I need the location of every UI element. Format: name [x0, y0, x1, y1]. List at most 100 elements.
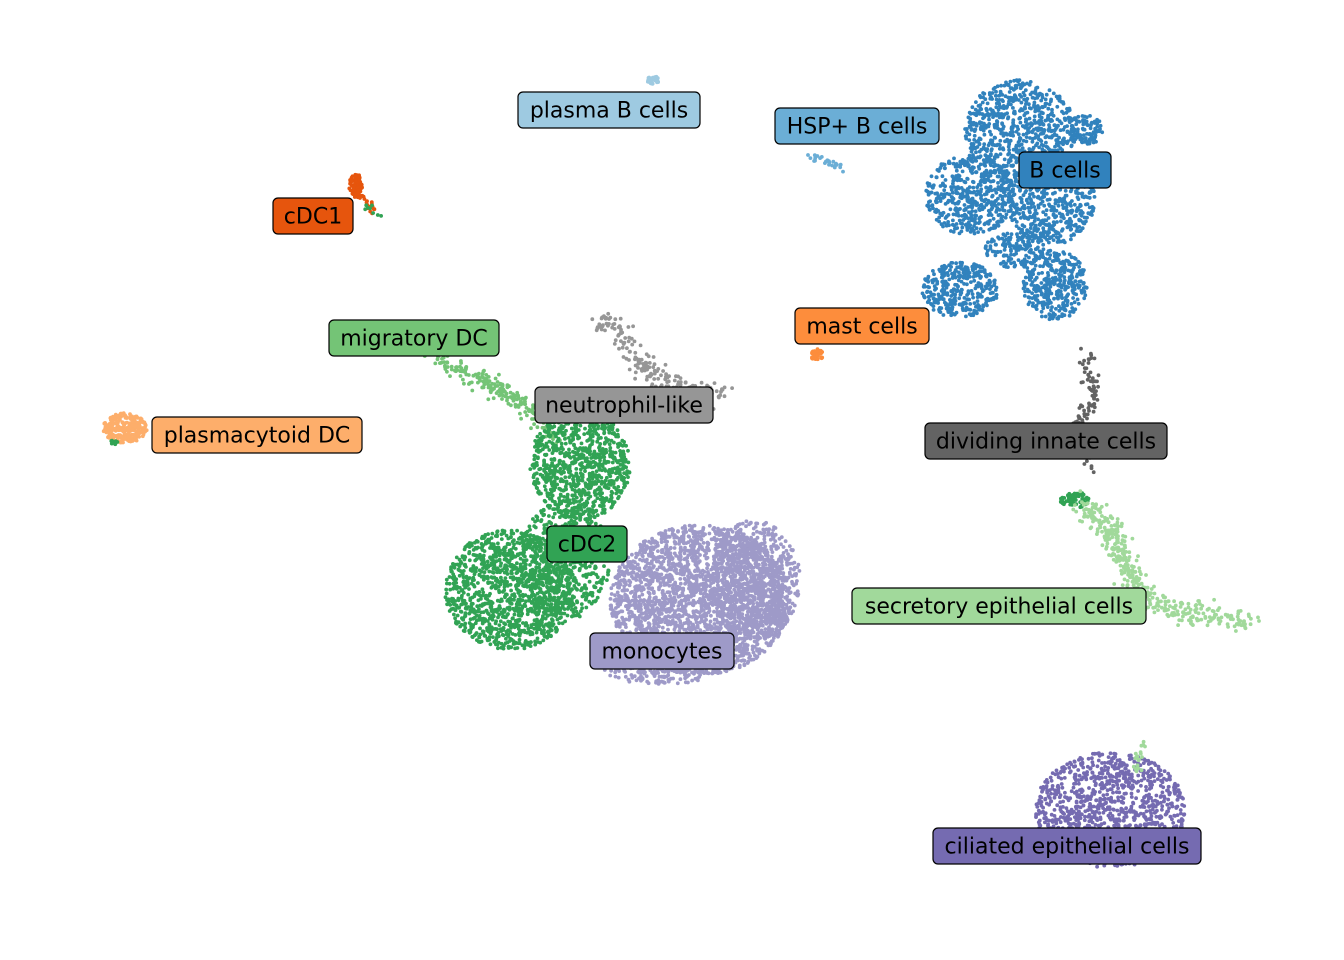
data-point [978, 227, 983, 231]
data-point [941, 297, 945, 301]
data-point [1072, 131, 1077, 136]
data-point [121, 421, 125, 425]
data-point [561, 433, 565, 438]
data-point [993, 170, 997, 175]
data-point [1080, 362, 1085, 367]
data-point [970, 292, 975, 296]
data-point [592, 514, 596, 519]
data-point [571, 500, 576, 505]
data-point [1093, 126, 1097, 131]
data-point [1056, 296, 1060, 301]
data-point [981, 304, 985, 309]
data-point [1077, 217, 1081, 222]
data-point [1021, 138, 1026, 143]
data-point [712, 381, 717, 385]
data-point [819, 356, 824, 361]
data-point [1087, 408, 1091, 413]
data-point [1018, 86, 1023, 91]
data-point [1032, 114, 1037, 119]
data-point [536, 450, 541, 454]
data-point [1090, 389, 1095, 393]
data-point [1016, 79, 1020, 84]
data-point [999, 131, 1003, 136]
data-point [454, 581, 459, 585]
data-point [594, 469, 599, 474]
data-point [586, 477, 591, 482]
data-point [622, 440, 626, 444]
data-point [995, 208, 999, 212]
data-point [973, 216, 977, 221]
data-point [967, 190, 971, 195]
data-point [699, 380, 704, 385]
data-point [966, 115, 971, 120]
data-point [838, 162, 843, 167]
data-point [1074, 274, 1079, 279]
data-point [1051, 91, 1056, 96]
data-point [1004, 106, 1009, 110]
data-point [553, 475, 557, 480]
data-point [599, 436, 603, 440]
data-point [535, 463, 539, 468]
data-point [971, 275, 976, 279]
data-point [939, 211, 944, 216]
data-point [569, 426, 574, 431]
data-point [991, 87, 996, 91]
data-point [986, 143, 991, 148]
data-point [588, 443, 593, 448]
data-point [966, 289, 971, 294]
data-point [1006, 265, 1010, 269]
data-point [956, 284, 960, 289]
data-point [1011, 106, 1015, 110]
data-point [497, 372, 501, 377]
data-point [831, 159, 836, 164]
data-point [505, 383, 510, 387]
data-point [583, 448, 588, 453]
data-point [511, 545, 516, 550]
data-point [1025, 81, 1029, 86]
data-point [964, 266, 968, 271]
data-point [931, 277, 936, 282]
data-point [722, 394, 727, 399]
data-point [812, 153, 817, 158]
data-point [1093, 393, 1098, 397]
data-point [990, 138, 995, 143]
data-point [1081, 221, 1086, 226]
data-point [1033, 135, 1038, 140]
data-point [1041, 210, 1046, 215]
data-point [122, 436, 127, 441]
data-point [1060, 265, 1065, 270]
data-point [560, 462, 565, 467]
data-point [535, 425, 540, 430]
data-point [1070, 136, 1075, 141]
data-point [982, 180, 986, 185]
data-point [549, 496, 554, 500]
data-point [1051, 227, 1056, 232]
data-point [1015, 124, 1020, 129]
data-point [955, 207, 960, 212]
data-point [1036, 271, 1041, 276]
data-point [1091, 402, 1096, 407]
data-point [971, 142, 976, 146]
data-point [1011, 147, 1016, 152]
data-point [1052, 296, 1056, 301]
data-point [961, 308, 965, 312]
data-point [934, 207, 939, 212]
data-point [1019, 107, 1024, 111]
data-point [590, 440, 595, 444]
data-point [981, 198, 986, 203]
data-point [1028, 136, 1032, 140]
data-point [994, 143, 999, 148]
data-point [531, 462, 536, 467]
data-point [986, 124, 991, 129]
data-point [936, 292, 941, 297]
data-point [554, 434, 558, 439]
data-point [1060, 109, 1064, 114]
data-point [1001, 259, 1006, 264]
data-point [974, 121, 978, 126]
data-point [1027, 116, 1032, 121]
data-point [1057, 304, 1061, 308]
data-point [1046, 216, 1051, 220]
data-point [663, 362, 668, 367]
data-point [1049, 135, 1053, 140]
data-point [806, 153, 810, 157]
